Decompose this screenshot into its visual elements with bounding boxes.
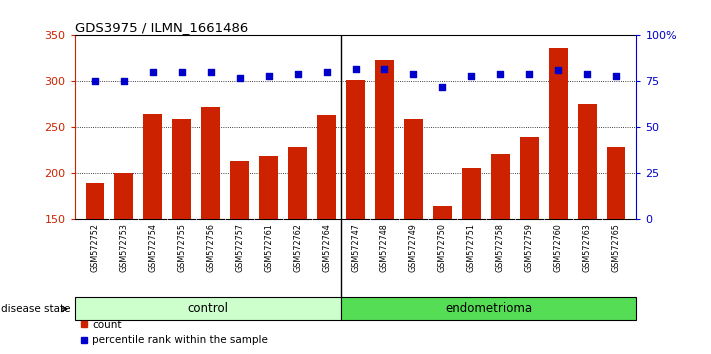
- Bar: [317, 115, 336, 219]
- Text: GSM572764: GSM572764: [322, 223, 331, 272]
- Text: GSM572761: GSM572761: [264, 223, 273, 272]
- Bar: [462, 168, 481, 219]
- Text: control: control: [187, 302, 228, 315]
- Text: GSM572752: GSM572752: [90, 223, 100, 272]
- Bar: [114, 172, 133, 219]
- Point: [176, 69, 188, 75]
- Bar: [341, 297, 636, 320]
- Bar: [433, 206, 451, 219]
- Point: [90, 79, 101, 84]
- Point: [205, 69, 216, 75]
- Text: GSM572755: GSM572755: [177, 223, 186, 272]
- Text: GSM572763: GSM572763: [582, 223, 592, 272]
- Text: GSM572760: GSM572760: [554, 223, 562, 272]
- Point: [263, 73, 274, 79]
- Point: [610, 73, 621, 79]
- Text: disease state: disease state: [1, 304, 71, 314]
- Point: [523, 71, 535, 77]
- Text: GSM572750: GSM572750: [438, 223, 447, 272]
- Bar: [549, 48, 567, 219]
- Bar: [260, 156, 278, 219]
- Bar: [606, 147, 626, 219]
- Text: GSM572758: GSM572758: [496, 223, 505, 272]
- Point: [234, 75, 245, 81]
- Point: [292, 71, 304, 77]
- Point: [118, 79, 129, 84]
- Bar: [85, 183, 105, 219]
- Text: GSM572754: GSM572754: [149, 223, 157, 272]
- Bar: [230, 161, 249, 219]
- Point: [147, 69, 159, 75]
- Text: GDS3975 / ILMN_1661486: GDS3975 / ILMN_1661486: [75, 21, 248, 34]
- Point: [552, 68, 564, 73]
- Text: GSM572756: GSM572756: [206, 223, 215, 272]
- Text: GSM572762: GSM572762: [293, 223, 302, 272]
- Text: GSM572759: GSM572759: [525, 223, 534, 272]
- Text: endometrioma: endometrioma: [445, 302, 532, 315]
- Point: [495, 71, 506, 77]
- Bar: [520, 137, 539, 219]
- Bar: [75, 297, 341, 320]
- Point: [582, 71, 593, 77]
- Text: GSM572749: GSM572749: [409, 223, 418, 272]
- Point: [466, 73, 477, 79]
- Point: [379, 66, 390, 72]
- Bar: [144, 114, 162, 219]
- Point: [321, 69, 332, 75]
- Bar: [491, 154, 510, 219]
- Bar: [404, 119, 423, 219]
- Point: [407, 71, 419, 77]
- Bar: [288, 147, 307, 219]
- Legend: count, percentile rank within the sample: count, percentile rank within the sample: [80, 320, 268, 345]
- Point: [437, 84, 448, 90]
- Bar: [201, 107, 220, 219]
- Text: GSM572757: GSM572757: [235, 223, 244, 272]
- Text: GSM572748: GSM572748: [380, 223, 389, 272]
- Bar: [346, 80, 365, 219]
- Text: GSM572765: GSM572765: [611, 223, 621, 272]
- Bar: [172, 119, 191, 219]
- Bar: [375, 60, 394, 219]
- Text: GSM572751: GSM572751: [467, 223, 476, 272]
- Text: GSM572753: GSM572753: [119, 223, 129, 272]
- Bar: [578, 103, 597, 219]
- Point: [350, 66, 361, 72]
- Text: GSM572747: GSM572747: [351, 223, 360, 272]
